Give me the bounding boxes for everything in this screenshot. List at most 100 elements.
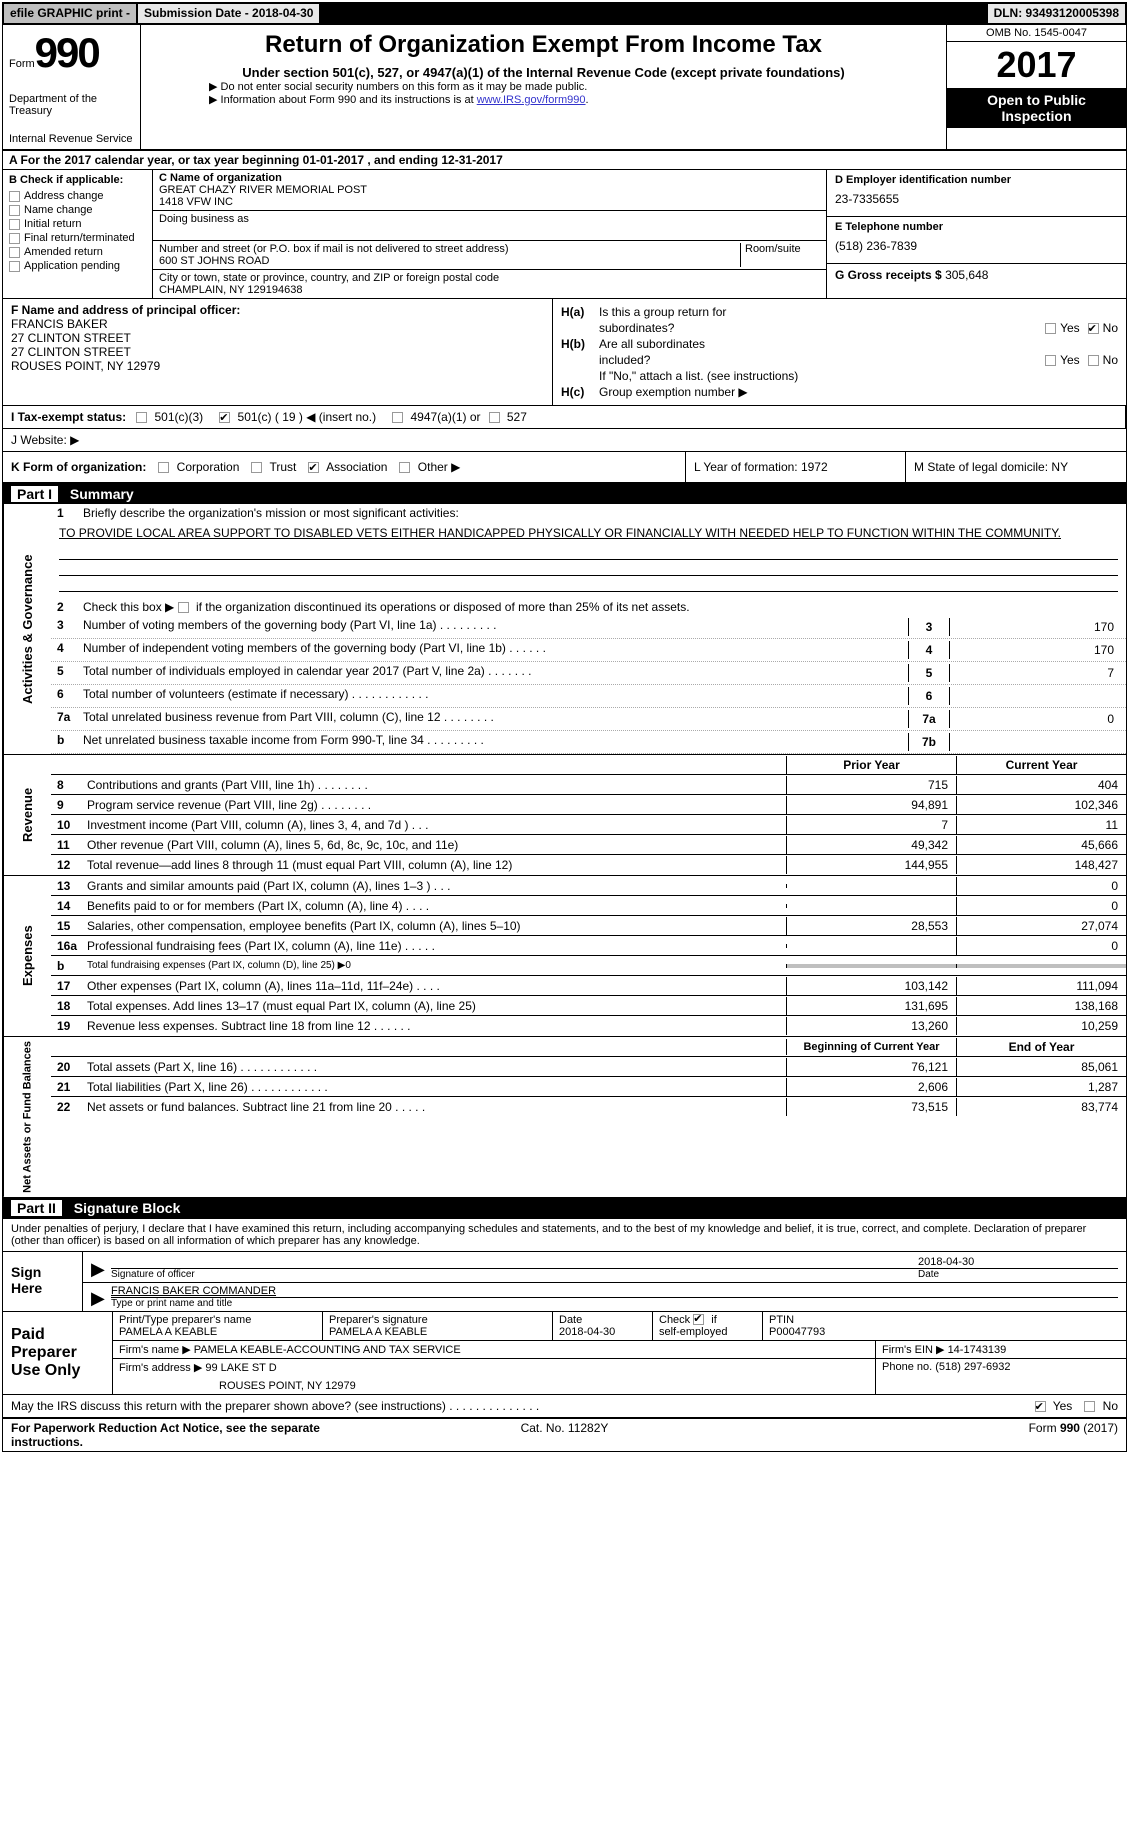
firm-ein: 14-1743139 [948,1344,1007,1356]
sign-here-label: Sign Here [3,1252,83,1311]
chk-amended[interactable]: Amended return [9,246,146,258]
chk-other[interactable]: Other ▶ [399,460,460,474]
submission-date: Submission Date - 2018-04-30 [137,3,320,24]
side-expenses: Expenses [3,876,51,1036]
ha-no[interactable]: No [1088,321,1118,335]
data-row: 13Grants and similar amounts paid (Part … [51,876,1126,896]
chk-application-pending[interactable]: Application pending [9,260,146,272]
tax-year: 2017 [947,42,1126,88]
chk-address-change[interactable]: Address change [9,190,146,202]
open-inspection: Open to Public Inspection [947,88,1126,128]
mission-text: TO PROVIDE LOCAL AREA SUPPORT TO DISABLE… [51,522,1126,544]
part-2-header: Part II Signature Block [3,1198,1126,1218]
form-title: Return of Organization Exempt From Incom… [149,31,938,59]
note-ssn: ▶ Do not enter social security numbers o… [209,80,938,93]
expenses-grid: Expenses 13Grants and similar amounts pa… [3,876,1126,1037]
preparer-name: PAMELA A KEABLE [119,1326,316,1338]
data-row: 18Total expenses. Add lines 13–17 (must … [51,996,1126,1016]
chk-corporation[interactable]: Corporation [158,460,239,474]
chk-self-employed[interactable] [693,1314,704,1325]
row-f-h: F Name and address of principal officer:… [3,299,1126,406]
note-info: ▶ Information about Form 990 and its ins… [209,93,938,106]
data-row: 9Program service revenue (Part VIII, lin… [51,795,1126,815]
side-governance: Activities & Governance [3,504,51,754]
data-row: 8Contributions and grants (Part VIII, li… [51,775,1126,795]
street-address: 600 ST JOHNS ROAD [159,255,269,267]
dept-treasury: Department of the Treasury [9,93,134,117]
chk-4947[interactable]: 4947(a)(1) or [392,410,480,424]
gross-receipts: 305,648 [945,268,988,282]
data-row: 21Total liabilities (Part X, line 26) . … [51,1077,1126,1097]
firm-phone: (518) 297-6932 [935,1361,1010,1373]
perjury-statement: Under penalties of perjury, I declare th… [3,1219,1126,1251]
summary-line: 5Total number of individuals employed in… [51,662,1126,685]
form-header: Form 990 Department of the Treasury Inte… [3,25,1126,151]
side-revenue: Revenue [3,755,51,875]
section-klm: K Form of organization: Corporation Trus… [3,452,1126,484]
firm-name: PAMELA KEABLE-ACCOUNTING AND TAX SERVICE [194,1344,461,1356]
discuss-no[interactable]: No [1084,1399,1118,1413]
net-header-row: Beginning of Current Year End of Year [51,1037,1126,1057]
firm-address: 99 LAKE ST D [205,1362,276,1374]
summary-line: 4Number of independent voting members of… [51,639,1126,662]
section-i: I Tax-exempt status: 501(c)(3) 501(c) ( … [3,406,1126,428]
chk-discontinued[interactable] [178,602,189,613]
irs-link[interactable]: www.IRS.gov/form990 [477,94,586,106]
hb-no[interactable]: No [1088,353,1118,367]
section-b: B Check if applicable: Address change Na… [3,170,153,298]
preparer-date: 2018-04-30 [559,1326,646,1338]
form-number: 990 [35,29,99,77]
side-netassets: Net Assets or Fund Balances [3,1037,51,1197]
section-h: H(a) Is this a group return for subordin… [553,299,1126,405]
omb-number: OMB No. 1545-0047 [947,25,1126,42]
chk-initial-return[interactable]: Initial return [9,218,146,230]
summary-line: 3Number of voting members of the governi… [51,616,1126,639]
data-row: 15Salaries, other compensation, employee… [51,916,1126,936]
summary-line: bNet unrelated business taxable income f… [51,731,1126,754]
efile-print: efile GRAPHIC print - [3,3,137,24]
section-j: J Website: ▶ [3,429,1126,452]
section-l: L Year of formation: 1972 [686,452,906,482]
chk-association[interactable]: Association [308,460,387,474]
data-row: 19Revenue less expenses. Subtract line 1… [51,1016,1126,1036]
chk-501c[interactable]: 501(c) ( 19 ) ◀ (insert no.) [219,410,376,424]
discuss-yes[interactable]: Yes [1035,1399,1073,1413]
data-row: 10Investment income (Part VIII, column (… [51,815,1126,835]
officer-name: FRANCIS BAKER [11,317,108,331]
data-row: 22Net assets or fund balances. Subtract … [51,1097,1126,1117]
header-left: Form 990 Department of the Treasury Inte… [3,25,141,149]
signature-block: Under penalties of perjury, I declare th… [3,1218,1126,1417]
signature-arrow-icon: ▶ [91,1259,111,1280]
ha-yes[interactable]: Yes [1045,321,1080,335]
header-middle: Return of Organization Exempt From Incom… [141,25,946,149]
chk-final-return[interactable]: Final return/terminated [9,232,146,244]
part-1-governance: Activities & Governance 1Briefly describ… [3,504,1126,755]
hb-yes[interactable]: Yes [1045,353,1080,367]
revenue-grid: Revenue Prior Year Current Year 8Contrib… [3,755,1126,876]
form-990-page: efile GRAPHIC print - Submission Date - … [2,2,1127,1452]
data-row: 12Total revenue—add lines 8 through 11 (… [51,855,1126,875]
dept-irs: Internal Revenue Service [9,133,134,145]
ein: 23-7335655 [835,186,1118,212]
netassets-grid: Net Assets or Fund Balances Beginning of… [3,1037,1126,1198]
data-row: 14Benefits paid to or for members (Part … [51,896,1126,916]
chk-name-change[interactable]: Name change [9,204,146,216]
page-footer: For Paperwork Reduction Act Notice, see … [3,1417,1126,1451]
revenue-header-row: Prior Year Current Year [51,755,1126,775]
chk-trust[interactable]: Trust [251,460,296,474]
cat-no: Cat. No. 11282Y [380,1421,749,1449]
chk-527[interactable]: 527 [489,410,527,424]
top-bar: efile GRAPHIC print - Submission Date - … [3,3,1126,25]
chk-501c3[interactable]: 501(c)(3) [136,410,203,424]
dln: DLN: 93493120005398 [987,3,1126,24]
part-1-header: Part I Summary [3,484,1126,504]
form-word: Form [9,58,35,70]
telephone: (518) 236-7839 [835,233,1118,259]
ptin: P00047793 [769,1326,1120,1338]
section-m: M State of legal domicile: NY [906,452,1126,482]
officer-printed-name: FRANCIS BAKER COMMANDER [111,1285,1118,1297]
data-row: 16aProfessional fundraising fees (Part I… [51,936,1126,956]
summary-line: 7aTotal unrelated business revenue from … [51,708,1126,731]
section-deg: D Employer identification number 23-7335… [826,170,1126,298]
org-name: GREAT CHAZY RIVER MEMORIAL POST [159,184,367,196]
